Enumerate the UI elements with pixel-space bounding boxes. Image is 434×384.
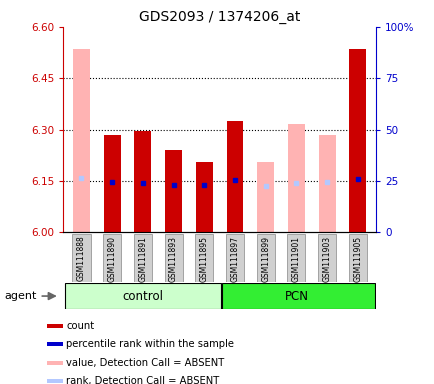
Bar [221, 283, 375, 309]
Bar [103, 234, 121, 282]
Bar [134, 234, 151, 282]
Bar [317, 234, 335, 282]
Bar [46, 379, 62, 383]
Text: GSM111890: GSM111890 [108, 236, 116, 282]
Bar [46, 342, 62, 346]
Title: GDS2093 / 1374206_at: GDS2093 / 1374206_at [139, 10, 299, 25]
Text: GSM111903: GSM111903 [322, 236, 331, 282]
Text: GSM111905: GSM111905 [352, 236, 362, 282]
Bar [195, 162, 212, 232]
Text: value, Detection Call = ABSENT: value, Detection Call = ABSENT [66, 358, 224, 367]
Text: GSM111897: GSM111897 [230, 236, 239, 282]
Text: agent: agent [4, 291, 36, 301]
Bar [72, 234, 90, 282]
Text: control: control [122, 290, 163, 303]
Text: GSM111888: GSM111888 [77, 236, 86, 281]
Text: GSM111901: GSM111901 [291, 236, 300, 282]
Text: GSM111891: GSM111891 [138, 236, 147, 281]
Bar [164, 234, 182, 282]
Bar [46, 361, 62, 365]
Text: PCN: PCN [284, 290, 308, 303]
Bar [46, 324, 62, 328]
Bar [73, 49, 90, 232]
Bar [256, 234, 274, 282]
Bar [65, 283, 221, 309]
Bar [225, 234, 243, 282]
Text: GSM111899: GSM111899 [261, 236, 270, 282]
Bar [256, 162, 273, 232]
Text: rank, Detection Call = ABSENT: rank, Detection Call = ABSENT [66, 376, 219, 384]
Bar [349, 49, 365, 232]
Bar [318, 135, 335, 232]
Bar [287, 234, 305, 282]
Bar [165, 150, 182, 232]
Text: GSM111893: GSM111893 [169, 236, 178, 282]
Bar [134, 131, 151, 232]
Text: count: count [66, 321, 94, 331]
Bar [195, 234, 213, 282]
Text: GSM111895: GSM111895 [199, 236, 208, 282]
Bar [287, 124, 304, 232]
Bar [104, 135, 120, 232]
Text: percentile rank within the sample: percentile rank within the sample [66, 339, 233, 349]
Bar [348, 234, 366, 282]
Bar [226, 121, 243, 232]
